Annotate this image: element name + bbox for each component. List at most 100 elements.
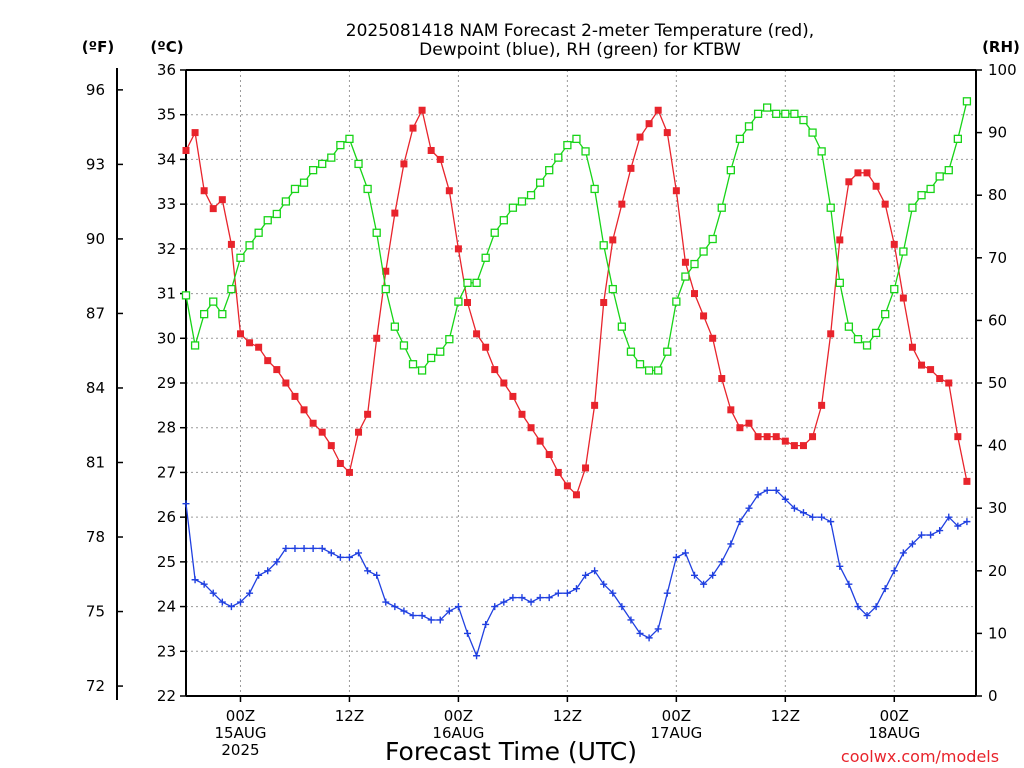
temperature-point: [209, 205, 217, 213]
rh-point: [181, 291, 191, 300]
rh-point: [735, 134, 745, 144]
dewpoint-point: [691, 571, 699, 579]
temperature-point: [645, 120, 653, 128]
rh-point: [399, 341, 409, 350]
dewpoint-point: [327, 549, 335, 557]
dewpoint-point: [836, 562, 844, 570]
temperature-point: [945, 379, 953, 387]
dewpoint-point: [236, 598, 244, 606]
temperature-point: [509, 392, 517, 400]
dewpoint-point: [500, 598, 508, 606]
temperature-point: [236, 330, 244, 338]
temperature-point: [918, 361, 926, 369]
temperature-point: [182, 146, 190, 154]
dewpoint-point: [409, 612, 417, 620]
temperature-point: [227, 240, 235, 248]
x-tick-label: 00Z: [880, 707, 909, 725]
rh-point: [962, 97, 972, 106]
rh-point: [236, 253, 245, 262]
dewpoint-point: [854, 603, 862, 611]
dewpoint-point: [509, 594, 517, 602]
dewpoint-point: [527, 598, 535, 606]
rh-point: [463, 278, 472, 287]
celsius-tick-label: 26: [157, 508, 176, 526]
dewpoint-point: [427, 616, 435, 624]
rh-point: [372, 228, 381, 237]
chart-title-line-1: 2025081418 NAM Forecast 2-meter Temperat…: [346, 21, 814, 41]
temperature-point: [491, 366, 499, 374]
fahrenheit-tick-label: 81: [86, 453, 105, 471]
temperature-point: [473, 330, 481, 338]
rh-point: [218, 309, 227, 319]
temperature-point: [454, 245, 462, 253]
temperature-point: [318, 428, 326, 436]
x-tick-label: 12Z: [335, 707, 364, 725]
x-tick-label: 2025: [221, 741, 259, 759]
rh-point: [454, 297, 463, 306]
temperature-point: [736, 424, 744, 432]
temperature-point: [718, 375, 726, 383]
temperature-point: [191, 129, 199, 137]
dewpoint-point: [899, 549, 907, 557]
dewpoint-point: [400, 607, 408, 615]
temperature-point: [572, 491, 580, 499]
dewpoint-point: [391, 603, 399, 611]
dewpoint-point: [309, 544, 317, 552]
rh-point: [200, 309, 209, 319]
dewpoint-point: [591, 567, 599, 575]
rh-point: [517, 197, 527, 206]
x-tick-label: 12Z: [553, 707, 582, 725]
dewpoint-point: [863, 612, 871, 620]
rh-point: [753, 109, 763, 118]
celsius-tick-label: 33: [157, 195, 176, 213]
fahrenheit-tick-label: 90: [86, 230, 105, 248]
temperature-point: [391, 209, 399, 217]
temperature-point: [627, 164, 635, 172]
celsius-tick-label: 30: [157, 329, 176, 347]
dewpoint-point: [563, 589, 571, 597]
rh-tick-label: 60: [988, 311, 1007, 329]
temperature-point: [218, 196, 226, 204]
rh-point: [708, 234, 717, 244]
dewpoint-point: [445, 607, 453, 615]
rh-tick-label: 20: [988, 562, 1007, 580]
temperature-point: [282, 379, 290, 387]
temperature-point: [609, 236, 617, 244]
temperature-point: [781, 437, 789, 445]
temperature-point: [436, 155, 444, 163]
rh-point: [781, 109, 790, 118]
rh-point: [890, 284, 899, 294]
dewpoint-point: [364, 567, 372, 575]
dewpoint-point: [645, 634, 653, 642]
celsius-tick-label: 32: [157, 240, 176, 258]
temperature-point: [963, 477, 971, 485]
rh-tick-label: 30: [988, 499, 1007, 517]
dewpoint-point: [218, 598, 226, 606]
credit-link[interactable]: coolwx.com/models: [841, 747, 999, 766]
temperature-point: [763, 433, 771, 441]
temperature-point: [954, 433, 962, 441]
temperature-point: [563, 482, 571, 490]
celsius-tick-label: 27: [157, 463, 176, 481]
dewpoint-series: [182, 486, 971, 660]
temperature-point: [863, 169, 871, 177]
dewpoint-point: [772, 486, 780, 494]
dewpoint-point: [627, 616, 635, 624]
rh-point: [644, 366, 654, 375]
dewpoint-point: [300, 544, 308, 552]
temperature-point: [600, 299, 608, 307]
rh-point: [853, 335, 863, 344]
celsius-tick-label: 23: [157, 642, 176, 660]
dewpoint-point: [554, 589, 562, 597]
dewpoint-point: [264, 567, 272, 575]
dewpoint-point: [872, 603, 880, 611]
temperature-point: [818, 401, 826, 409]
temperature-point: [854, 169, 862, 177]
rh-point: [436, 347, 445, 356]
temperature-point: [554, 468, 562, 476]
dewpoint-point: [582, 571, 590, 579]
rh-point: [427, 353, 436, 363]
rh-point: [790, 109, 799, 118]
dewpoint-point: [700, 580, 708, 588]
